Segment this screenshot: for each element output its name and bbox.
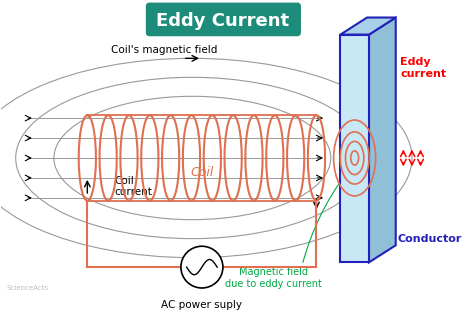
- Text: Coil's magnetic field: Coil's magnetic field: [110, 45, 217, 55]
- Polygon shape: [340, 17, 396, 35]
- Polygon shape: [369, 17, 396, 262]
- Text: Coil: Coil: [190, 166, 214, 179]
- Circle shape: [181, 246, 223, 288]
- Text: ScienceActs: ScienceActs: [6, 285, 48, 291]
- Text: Magnetic field
due to eddy current: Magnetic field due to eddy current: [225, 267, 322, 289]
- Text: AC power suply: AC power suply: [161, 300, 242, 310]
- Text: Eddy
current: Eddy current: [401, 57, 447, 79]
- Text: Eddy Current: Eddy Current: [156, 12, 290, 30]
- Bar: [340, 35, 369, 262]
- FancyBboxPatch shape: [146, 3, 300, 35]
- Text: Conductor: Conductor: [398, 234, 462, 244]
- Text: Coil
current: Coil current: [114, 176, 152, 197]
